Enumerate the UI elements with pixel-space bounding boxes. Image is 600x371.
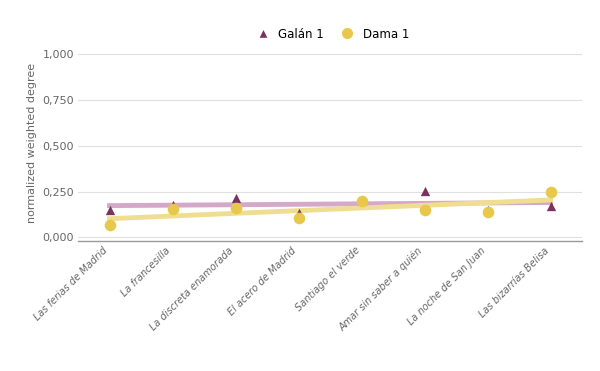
Point xyxy=(294,215,304,221)
Point xyxy=(482,207,492,213)
Point xyxy=(230,195,240,201)
Point xyxy=(482,209,492,215)
Point xyxy=(294,210,304,216)
Point xyxy=(356,197,366,203)
Point xyxy=(546,190,556,196)
Point xyxy=(356,198,366,204)
Point xyxy=(230,206,240,211)
Point xyxy=(168,202,178,208)
Legend: Galán 1, Dama 1: Galán 1, Dama 1 xyxy=(246,23,414,45)
Point xyxy=(420,207,430,213)
Y-axis label: normalized weighted degree: normalized weighted degree xyxy=(26,63,37,223)
Point xyxy=(168,206,178,212)
Point xyxy=(546,203,556,209)
Point xyxy=(105,207,115,213)
Point xyxy=(105,221,115,227)
Point xyxy=(420,188,430,194)
